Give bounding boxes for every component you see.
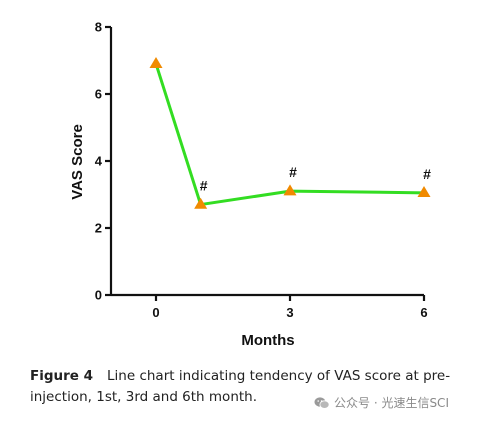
y-tick-label: 0 — [95, 288, 102, 303]
data-point-marker — [149, 57, 163, 69]
series-line — [154, 63, 425, 207]
significance-annotation: # — [200, 178, 208, 194]
figure-caption-text: Line chart indicating tendency of VAS sc… — [30, 368, 451, 405]
x-tick-label: 6 — [420, 305, 427, 320]
significance-annotation: # — [423, 166, 431, 182]
line-chart: 0 2 4 6 8 0 3 6 # # # VAS Score Months — [69, 20, 431, 350]
chart-series — [149, 57, 431, 209]
data-point-marker — [417, 186, 431, 198]
figure-label: Figure 4 — [30, 368, 94, 384]
watermark: 公众号 · 光速生信SCI — [314, 394, 449, 411]
data-point-marker — [194, 197, 208, 209]
y-tick-label: 4 — [95, 154, 103, 169]
x-axis-title: Months — [241, 332, 294, 349]
significance-annotation: # — [289, 164, 297, 180]
y-axis-title: VAS Score — [69, 124, 86, 200]
y-tick-label: 8 — [95, 20, 102, 35]
figure-caption: Figure 4 Line chart indicating tendency o… — [30, 366, 485, 408]
chart-ticks: 0 2 4 6 8 0 3 6 — [95, 20, 428, 321]
x-tick-label: 0 — [152, 305, 159, 320]
y-tick-label: 6 — [95, 87, 102, 102]
y-tick-label: 2 — [95, 221, 102, 236]
wechat-icon — [314, 396, 330, 410]
data-point-marker — [283, 184, 297, 196]
chart-annotations: # # # — [200, 164, 431, 193]
x-tick-label: 3 — [286, 305, 293, 320]
watermark-text: 公众号 · 光速生信SCI — [334, 396, 449, 410]
